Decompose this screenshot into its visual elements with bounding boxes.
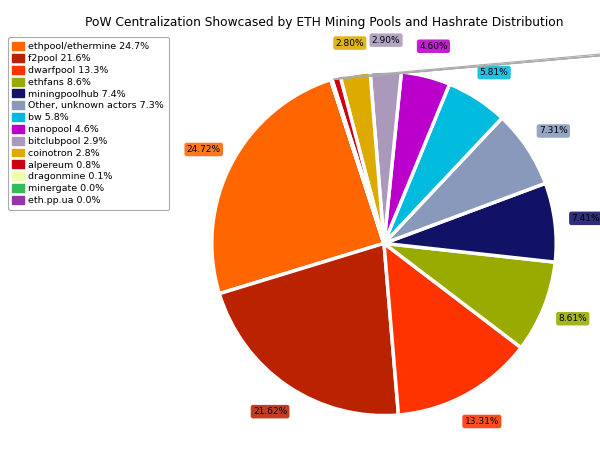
Wedge shape (332, 77, 384, 243)
Text: 2.80%: 2.80% (335, 38, 364, 48)
Text: 8.61%: 8.61% (559, 314, 587, 323)
Wedge shape (384, 118, 545, 243)
Wedge shape (384, 243, 555, 348)
Wedge shape (384, 72, 449, 243)
Wedge shape (384, 183, 556, 262)
Text: 0.80%: 0.80% (339, 44, 600, 78)
Text: 7.41%: 7.41% (571, 214, 600, 223)
Legend: ethpool/ethermine 24.7%, f2pool 21.6%, dwarfpool 13.3%, ethfans 8.6%, miningpool: ethpool/ethermine 24.7%, f2pool 21.6%, d… (8, 37, 169, 210)
Wedge shape (331, 80, 384, 243)
Text: 7.31%: 7.31% (539, 126, 568, 136)
Wedge shape (331, 80, 384, 243)
Text: 21.62%: 21.62% (253, 407, 287, 416)
Wedge shape (212, 80, 384, 294)
Wedge shape (370, 71, 401, 243)
Wedge shape (384, 243, 521, 415)
Text: 0.10%: 0.10% (334, 45, 600, 79)
Text: 5.81%: 5.81% (480, 68, 509, 77)
Wedge shape (384, 84, 502, 243)
Wedge shape (219, 243, 398, 416)
Text: 13.31%: 13.31% (464, 417, 499, 426)
Text: 4.60%: 4.60% (419, 42, 448, 51)
Text: PoW Centralization Showcased by ETH Mining Pools and Hashrate Distribution: PoW Centralization Showcased by ETH Mini… (85, 16, 563, 29)
Text: 24.72%: 24.72% (187, 145, 221, 154)
Wedge shape (331, 79, 384, 243)
Text: 2.90%: 2.90% (372, 36, 400, 44)
Wedge shape (340, 72, 384, 243)
Text: 0.00%: 0.00% (334, 45, 600, 79)
Text: 0.00%: 0.00% (334, 45, 600, 79)
